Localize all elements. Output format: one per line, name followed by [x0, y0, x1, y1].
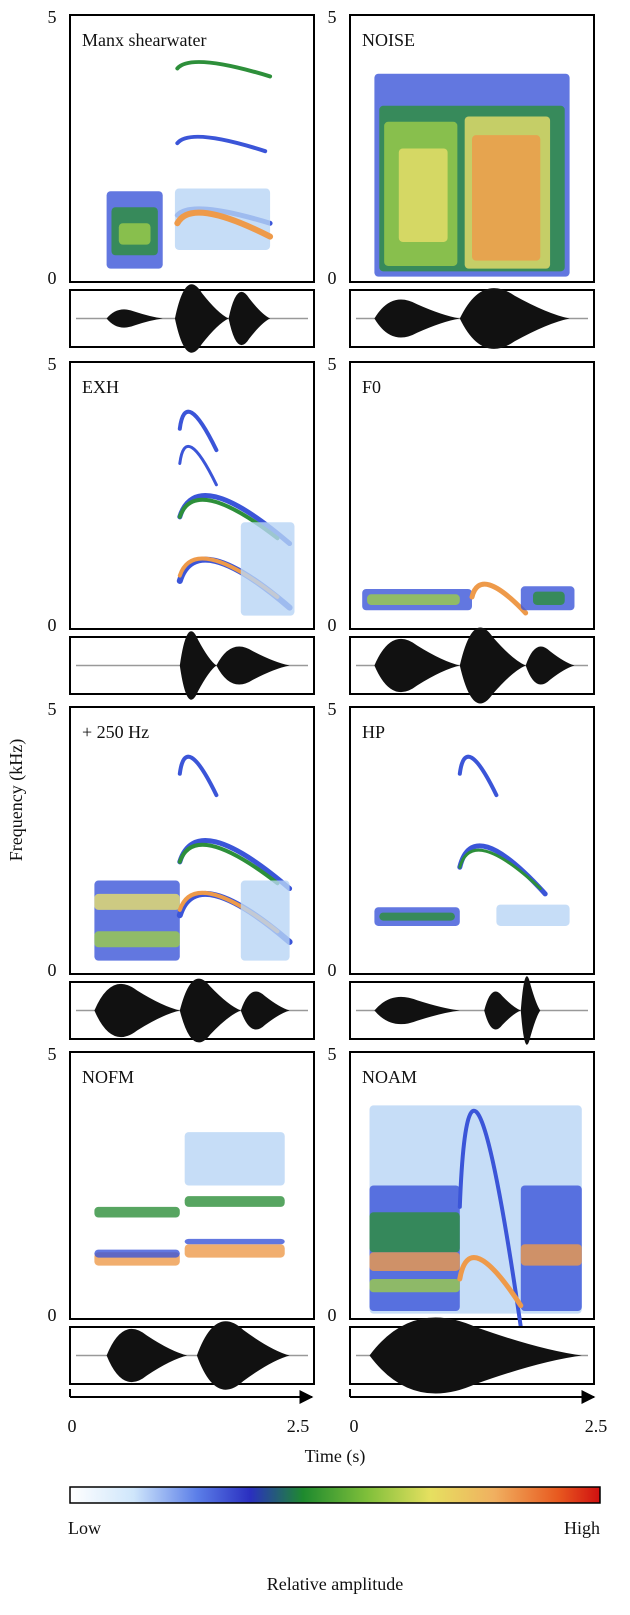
time-end: 2.5	[287, 1416, 310, 1436]
y-max-label: 5	[48, 7, 57, 27]
panel-label: F0	[362, 377, 381, 397]
waveform	[459, 288, 570, 349]
spectro-contour	[177, 754, 219, 798]
spectro-blob	[379, 912, 455, 921]
waveform	[179, 978, 241, 1043]
panel-label: HP	[362, 722, 385, 742]
spectro-blob	[184, 1238, 285, 1245]
panel-label: EXH	[82, 377, 119, 397]
spectro-blob	[369, 1278, 460, 1293]
y-max-label: 5	[48, 1044, 57, 1064]
time-axis-label: Time (s)	[305, 1446, 366, 1467]
y-min-label: 0	[328, 1305, 337, 1325]
spectro-blob	[240, 880, 290, 961]
panel-label: Manx shearwater	[82, 30, 206, 50]
waveform	[174, 284, 229, 353]
waveform	[179, 631, 217, 700]
spectro-blob	[94, 1206, 180, 1218]
y-max-label: 5	[48, 699, 57, 719]
spectro-blob	[533, 591, 565, 605]
panel-label: NOAM	[362, 1067, 417, 1087]
spectro-blob	[398, 148, 448, 242]
spectro-contour	[178, 444, 218, 487]
spectro-blob	[118, 223, 151, 245]
spectro-blob	[94, 893, 180, 910]
panel: + 250 Hz 5 0	[48, 699, 315, 1043]
waveform	[369, 1317, 582, 1394]
time-start: 0	[68, 1416, 77, 1436]
spectro-blob	[496, 904, 570, 926]
waveform	[228, 291, 271, 346]
y-min-label: 0	[328, 960, 337, 980]
y-max-label: 5	[48, 354, 57, 374]
y-min-label: 0	[48, 268, 57, 288]
panel: NOISE 5 0	[328, 7, 595, 349]
y-max-label: 5	[328, 7, 337, 27]
y-min-label: 0	[48, 1305, 57, 1325]
y-max-label: 5	[328, 354, 337, 374]
spectro-contour	[458, 848, 542, 891]
y-min-label: 0	[328, 268, 337, 288]
y-min-label: 0	[328, 615, 337, 635]
spectro-blob	[367, 594, 460, 605]
spectro-blob	[94, 880, 180, 961]
spectro-blob	[184, 1196, 285, 1207]
spectro-blob	[520, 1244, 582, 1266]
spectro-blob	[369, 1212, 460, 1253]
spectrogram	[349, 361, 595, 630]
waveform	[374, 996, 460, 1025]
y-min-label: 0	[48, 960, 57, 980]
waveform	[216, 646, 290, 685]
spectro-contour	[177, 409, 219, 453]
waveform	[520, 976, 541, 1045]
time-end: 2.5	[585, 1416, 608, 1436]
panel: NOFM 5 0	[48, 1044, 315, 1390]
frequency-axis-label: Frequency (kHz)	[6, 739, 27, 861]
panel-label: NOISE	[362, 30, 415, 50]
spectro-contour	[174, 209, 274, 240]
waveform	[240, 991, 290, 1030]
spectro-contour	[175, 60, 273, 79]
spectro-contour	[469, 581, 529, 616]
colorbar-label: Relative amplitude	[267, 1574, 403, 1594]
waveform	[484, 991, 521, 1030]
spectro-blob	[369, 1252, 460, 1271]
y-max-label: 5	[328, 699, 337, 719]
waveform	[459, 627, 526, 704]
waveform	[525, 646, 575, 685]
waveform	[94, 983, 180, 1038]
spectro-blob	[240, 522, 295, 616]
spectro-contour	[175, 134, 268, 154]
time-start: 0	[350, 1416, 359, 1436]
panel-label: + 250 Hz	[82, 722, 149, 742]
waveform	[196, 1321, 290, 1390]
panel: Manx shearwater 5 0	[48, 7, 315, 353]
spectro-blob	[94, 931, 180, 948]
waveform	[374, 638, 460, 693]
y-max-label: 5	[328, 1044, 337, 1064]
spectro-contour	[457, 1108, 523, 1330]
y-min-label: 0	[48, 615, 57, 635]
waveform	[106, 309, 163, 328]
colorbar-low: Low	[68, 1518, 101, 1538]
spectro-blob	[94, 1249, 180, 1258]
colorbar	[69, 1486, 601, 1504]
spectro-contour	[177, 842, 280, 886]
panel: EXH 5 0	[48, 354, 315, 700]
spectro-contour	[457, 754, 499, 798]
panel-label: NOFM	[82, 1067, 134, 1087]
spectro-blob	[184, 1244, 285, 1258]
spectro-blob	[472, 135, 541, 261]
panel: F0 5 0	[328, 354, 595, 704]
spectrogram	[349, 706, 595, 975]
colorbar-high: High	[564, 1518, 600, 1538]
panel: NOAM 5 0	[328, 1044, 595, 1394]
waveform	[374, 299, 460, 338]
panel: HP 5 0	[328, 699, 595, 1045]
spectro-blob	[184, 1132, 285, 1186]
spectro-contour	[457, 1255, 524, 1309]
waveform	[106, 1328, 188, 1383]
